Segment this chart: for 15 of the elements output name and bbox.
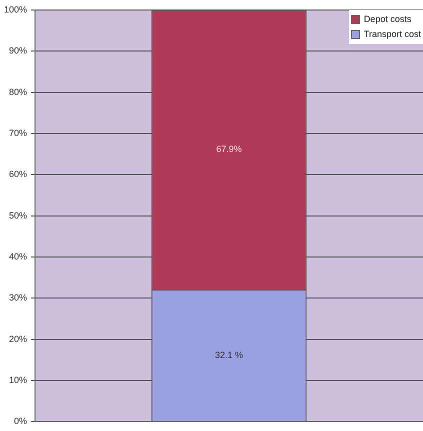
data-label: 67.9% xyxy=(216,144,242,154)
y-tick-label: 40% xyxy=(9,251,28,262)
legend-label: Depot costs xyxy=(364,13,412,26)
y-tick-label: 20% xyxy=(9,334,28,344)
y-tick-label: 0% xyxy=(14,416,28,426)
legend-label: Transport cost xyxy=(364,28,421,41)
y-tick-label: 60% xyxy=(9,169,28,180)
y-tick-label: 70% xyxy=(9,128,28,138)
y-tick-label: 100% xyxy=(4,4,28,14)
y-tick-label: 50% xyxy=(9,210,28,220)
y-tick-label: 90% xyxy=(9,46,28,56)
data-label: 32.1 % xyxy=(214,350,244,360)
y-tick-label: 30% xyxy=(9,292,28,303)
y-tick-label: 80% xyxy=(9,86,28,97)
y-tick-label: 10% xyxy=(9,374,28,385)
